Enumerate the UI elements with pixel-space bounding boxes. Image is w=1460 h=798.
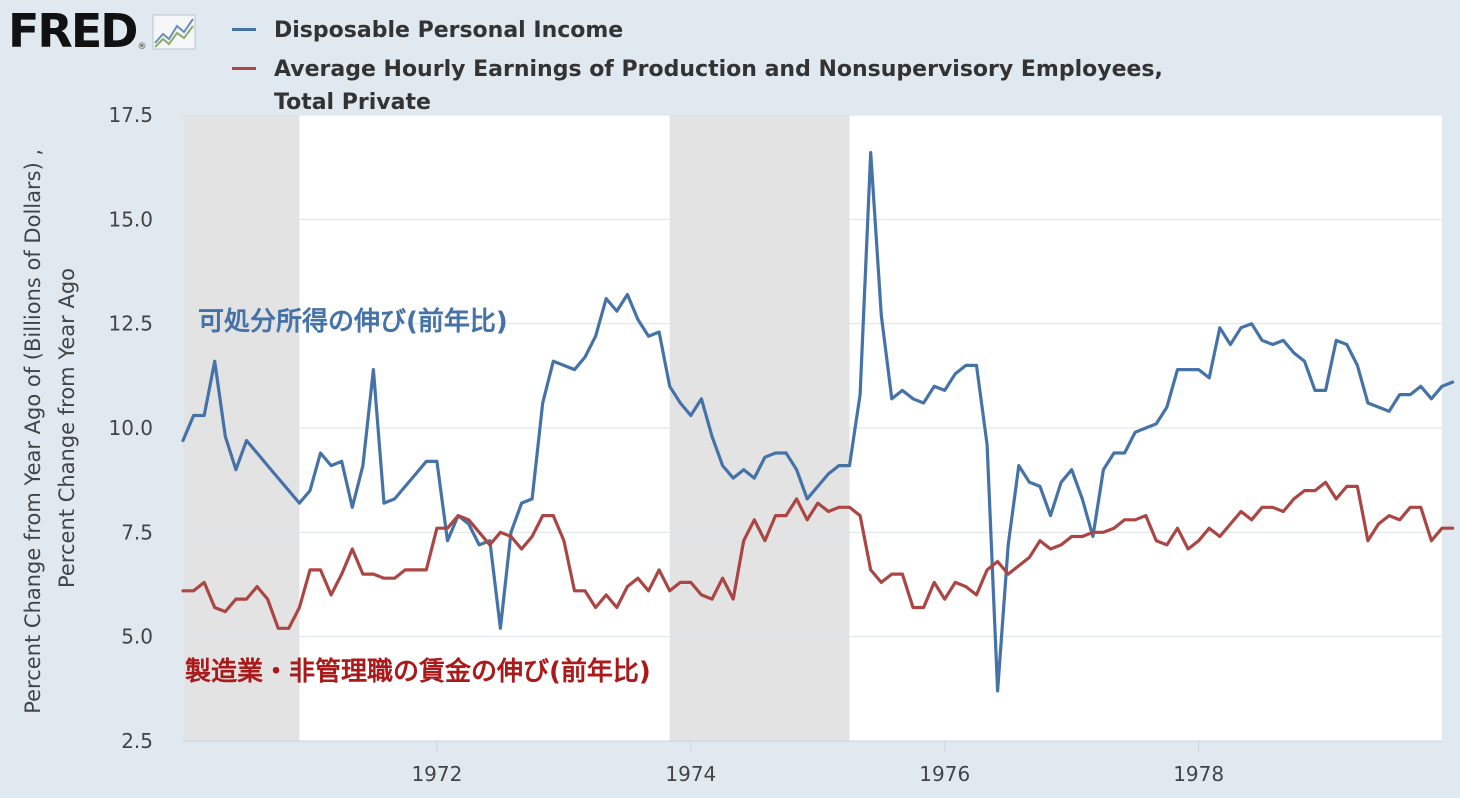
- y-tick-label: 5.0: [121, 625, 153, 649]
- legend-swatch-earnings: [232, 67, 256, 70]
- y-tick-labels: 2.5 5.0 7.5 10.0 12.5 15.0 17.5: [108, 103, 153, 753]
- x-tick-label: 1978: [1173, 762, 1224, 786]
- y-tick-label: 7.5: [121, 520, 153, 544]
- y-axis-label-line1: Percent Change from Year Ago of (Billion…: [21, 149, 45, 714]
- registered-mark: ®: [137, 42, 147, 52]
- series-lines: [181, 151, 1455, 693]
- legend-item-earnings[interactable]: Average Hourly Earnings of Production an…: [232, 53, 1212, 119]
- series-line-disposable-income: [181, 151, 1455, 693]
- y-tick-label: 12.5: [108, 312, 153, 336]
- y-tick-label: 15.0: [108, 207, 153, 231]
- legend-swatch-income: [232, 28, 256, 31]
- legend-label-income: Disposable Personal Income: [274, 18, 624, 43]
- y-tick-label: 10.0: [108, 416, 153, 440]
- series-line-hourly-earnings: [181, 480, 1455, 630]
- x-tick-label: 1972: [411, 762, 462, 786]
- x-tick-labels: 1972 1974 1976 1978: [411, 741, 1224, 786]
- y-axis-label-line2: Percent Change from Year Ago: [55, 268, 79, 588]
- gridlines: [183, 114, 1442, 638]
- annotation-earnings: 製造業・非管理職の賃金の伸び(前年比): [185, 656, 651, 687]
- legend-label-earnings: Average Hourly Earnings of Production an…: [274, 57, 1163, 115]
- fred-logo-text: FRED: [8, 4, 138, 58]
- annotation-income: 可処分所得の伸び(前年比): [198, 306, 508, 337]
- y-tick-label: 17.5: [108, 103, 153, 127]
- chart-line-icon: [152, 14, 196, 50]
- fred-logo[interactable]: FRED ®: [8, 8, 196, 54]
- x-tick-label: 1974: [665, 762, 716, 786]
- legend: Disposable Personal Income Average Hourl…: [232, 14, 1212, 125]
- y-axis-label: Percent Change from Year Ago of (Billion…: [21, 142, 79, 714]
- x-tick-label: 1976: [919, 762, 970, 786]
- legend-item-income[interactable]: Disposable Personal Income: [232, 14, 1212, 47]
- y-tick-label: 2.5: [121, 729, 153, 753]
